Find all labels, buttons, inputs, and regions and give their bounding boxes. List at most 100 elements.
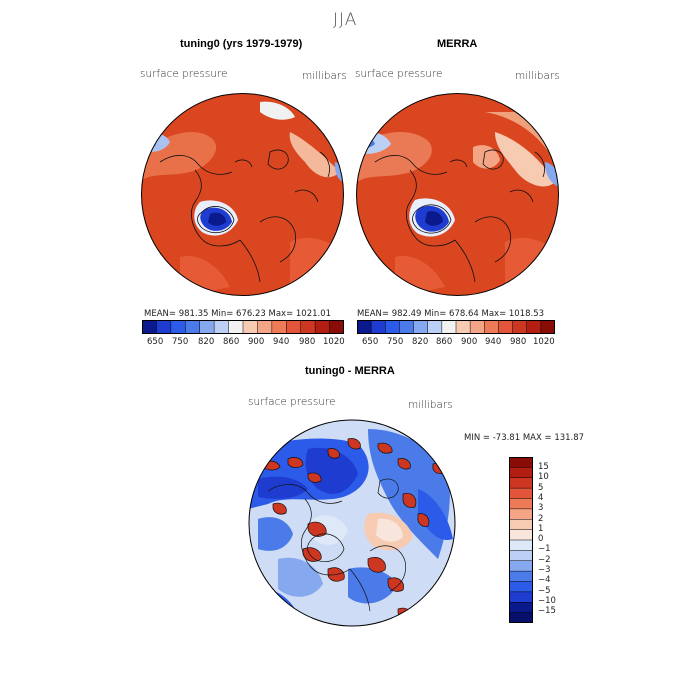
colorbar-swatch [170, 320, 186, 334]
colorbar-swatch [413, 320, 429, 334]
colorbar-swatch [156, 320, 172, 334]
colorbar-swatch [512, 320, 528, 334]
colorbar-swatch [509, 581, 533, 593]
colorbar-swatch [399, 320, 414, 334]
panel3-colorbar-ticks: 15 10 5 4 3 2 1 0 −1 −2 −3 −4 −5 −10 −15 [538, 462, 578, 622]
panel1-colorbar [142, 320, 344, 334]
panel3-tick-label: 2 [538, 514, 544, 524]
colorbar-swatch [526, 320, 542, 334]
panel3-title: tuning0 - MERRA [305, 365, 395, 377]
panel3-tick-label: 0 [538, 534, 544, 544]
panel2-tick-label: 820 [412, 337, 429, 347]
colorbar-swatch [498, 320, 513, 334]
colorbar-border [357, 320, 555, 334]
figure-title: JJA [333, 10, 358, 30]
colorbar-swatch [329, 320, 344, 334]
panel3-units-label: millibars [408, 399, 453, 411]
panel3-colorbar [509, 457, 533, 623]
panel3-tick-label: −4 [538, 575, 551, 585]
colorbar-swatch [456, 320, 471, 334]
panel1-tick-label: 940 [273, 337, 290, 347]
panel1-title: tuning0 (yrs 1979-1979) [180, 38, 303, 50]
colorbar-swatch [385, 320, 400, 334]
colorbar-swatch [509, 508, 533, 520]
panel2-variable-label: surface pressure [355, 68, 443, 80]
colorbar-swatch [271, 320, 287, 334]
panel1-tick-label: 860 [223, 337, 240, 347]
colorbar-swatch [509, 550, 533, 562]
panel1-tick-label: 900 [248, 337, 265, 347]
panel1-tick-label: 1020 [323, 337, 345, 347]
colorbar-swatch [142, 320, 157, 334]
panel3-tick-label: −3 [538, 565, 551, 575]
colorbar-swatch [509, 457, 533, 468]
panel2-tick-label: 650 [362, 337, 379, 347]
colorbar-swatch [300, 320, 316, 334]
panel2-units-label: millibars [515, 70, 560, 82]
colorbar-border [509, 457, 533, 623]
panel3-tick-label: 1 [538, 524, 544, 534]
panel2-colorbar [357, 320, 555, 334]
colorbar-swatch [509, 602, 533, 613]
panel3-tick-label: −10 [538, 596, 556, 606]
colorbar-swatch [470, 320, 485, 334]
colorbar-swatch [257, 320, 273, 334]
colorbar-swatch [509, 467, 533, 479]
colorbar-swatch [315, 320, 330, 334]
panel3-tick-label: −2 [538, 555, 551, 565]
panel3-tick-label: −1 [538, 544, 551, 554]
panel3-tick-label: 5 [538, 483, 544, 493]
panel1-tick-label: 980 [299, 337, 316, 347]
panel2-tick-label: 750 [387, 337, 404, 347]
panel1-tick-label: 750 [172, 337, 189, 347]
colorbar-swatch [357, 320, 372, 334]
colorbar-swatch [509, 519, 533, 530]
panel2-stats: MEAN= 982.49 Min= 678.64 Max= 1018.53 [357, 309, 545, 319]
panel3-tick-label: 4 [538, 493, 544, 503]
colorbar-swatch [509, 488, 533, 499]
colorbar-swatch [509, 560, 533, 572]
panel1-colorbar-ticks: 650 750 820 860 900 940 980 1020 [142, 337, 345, 349]
panel3-variable-label: surface pressure [248, 396, 336, 408]
colorbar-swatch [509, 498, 533, 510]
colorbar-swatch [286, 320, 302, 334]
panel1-variable-label: surface pressure [140, 68, 228, 80]
colorbar-swatch [484, 320, 499, 334]
panel2-tick-label: 980 [510, 337, 527, 347]
panel3-map [248, 419, 456, 627]
colorbar-swatch [228, 320, 244, 334]
colorbar-swatch [509, 591, 533, 603]
panel2-title: MERRA [437, 38, 478, 50]
panel3-tick-label: 15 [538, 462, 549, 472]
colorbar-swatch [427, 320, 443, 334]
colorbar-swatch [371, 320, 386, 334]
colorbar-swatch [441, 320, 457, 334]
panel3-tick-label: 10 [538, 472, 549, 482]
panel1-map [141, 93, 344, 296]
panel3-tick-label: −5 [538, 586, 551, 596]
panel3-tick-label: −15 [538, 606, 556, 616]
colorbar-swatch [509, 540, 533, 551]
panel1-units-label: millibars [302, 70, 347, 82]
panel1-stats: MEAN= 981.35 Min= 676.23 Max= 1021.01 [144, 309, 332, 319]
colorbar-swatch [509, 529, 533, 541]
panel3-tick-label: 3 [538, 503, 544, 513]
colorbar-swatch [509, 477, 533, 489]
panel2-tick-label: 860 [436, 337, 453, 347]
colorbar-border [142, 320, 344, 334]
panel2-colorbar-ticks: 650 750 820 860 900 940 980 1020 [357, 337, 555, 349]
colorbar-swatch [199, 320, 215, 334]
colorbar-swatch [214, 320, 229, 334]
colorbar-swatch [185, 320, 201, 334]
colorbar-swatch [509, 571, 533, 582]
panel1-tick-label: 820 [198, 337, 215, 347]
panel1-tick-label: 650 [147, 337, 164, 347]
panel2-tick-label: 900 [461, 337, 478, 347]
panel2-tick-label: 940 [485, 337, 502, 347]
colorbar-swatch [540, 320, 555, 334]
panel2-map [356, 93, 559, 296]
colorbar-swatch [243, 320, 258, 334]
panel3-stats: MIN = -73.81 MAX = 131.87 [464, 433, 585, 443]
colorbar-swatch [509, 612, 533, 623]
